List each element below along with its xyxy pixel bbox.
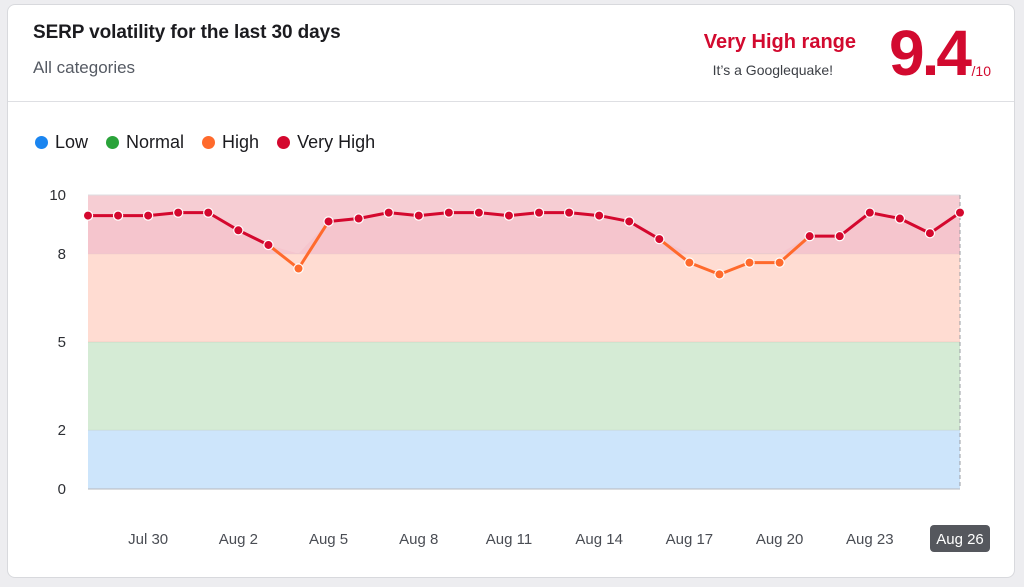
data-point	[233, 225, 244, 236]
data-point	[774, 257, 785, 268]
data-point	[203, 207, 214, 218]
legend-item-low[interactable]: Low	[35, 132, 88, 153]
score-max: /10	[971, 63, 991, 79]
x-tick-highlight-badge	[930, 525, 990, 552]
serp-volatility-card: SERP volatility for the last 30 days All…	[7, 4, 1015, 578]
card-title: SERP volatility for the last 30 days	[33, 22, 341, 43]
data-point	[82, 210, 94, 221]
legend-dot-icon	[35, 135, 48, 149]
series-line-segment	[838, 211, 872, 238]
band-normal	[88, 342, 960, 431]
y-tick-label: 2	[58, 422, 66, 439]
y-tick-label: 5	[58, 334, 66, 351]
data-point	[834, 230, 845, 242]
data-point	[413, 210, 424, 221]
y-tick-label: 0	[58, 481, 66, 498]
legend-item-very-high[interactable]: Very High	[277, 132, 375, 153]
legend-dot-icon	[106, 135, 120, 149]
legend-label: High	[222, 131, 260, 152]
data-point	[954, 207, 966, 218]
data-point	[443, 207, 455, 218]
series-line-segment	[296, 219, 331, 270]
data-point	[563, 207, 575, 218]
volatility-score: 9.4	[889, 17, 972, 89]
card-header: SERP volatility for the last 30 days All…	[8, 5, 1014, 102]
y-tick-label: 8	[58, 246, 66, 263]
x-tick-label: Aug 23	[846, 531, 894, 548]
data-point	[503, 210, 515, 221]
legend-item-normal[interactable]: Normal	[106, 132, 184, 153]
series-line-segment	[778, 234, 812, 265]
data-point	[744, 257, 755, 268]
legend-item-high[interactable]: High	[202, 132, 259, 153]
data-point	[624, 216, 635, 227]
x-tick-label: Aug 11	[486, 531, 532, 548]
legend-label: Low	[55, 131, 89, 152]
data-point	[894, 213, 906, 224]
data-point	[654, 233, 665, 245]
legend-dot-icon	[277, 135, 291, 149]
data-point	[864, 207, 875, 218]
x-tick-label: Jul 30	[128, 531, 168, 548]
data-point	[533, 207, 545, 218]
data-point	[593, 210, 605, 221]
x-tick-label: Aug 2	[219, 531, 258, 548]
data-point	[293, 263, 304, 274]
series-line-segment	[717, 261, 752, 276]
x-tick-label: Aug 14	[575, 531, 623, 548]
data-point	[112, 210, 124, 221]
data-point	[714, 269, 725, 280]
category-subtitle: All categories	[33, 58, 136, 77]
series-line-segment	[657, 237, 691, 265]
data-point	[353, 213, 364, 224]
x-tick-label: Aug 17	[666, 531, 714, 548]
series-line-segment	[898, 217, 932, 235]
series-line-segment	[627, 219, 661, 241]
legend-dot-icon	[202, 135, 216, 149]
data-point	[684, 257, 695, 268]
series-line-segment	[266, 243, 300, 270]
series-line-segment	[928, 211, 962, 235]
data-point	[263, 239, 274, 251]
chart-legend: Low Normal High Very High	[35, 131, 375, 153]
data-point	[804, 230, 815, 242]
range-note: It’s a Googlequake!	[712, 62, 833, 78]
data-point	[924, 228, 936, 239]
very-high-area	[88, 212, 960, 254]
y-tick-label: 10	[49, 187, 66, 204]
data-point	[323, 216, 334, 227]
legend-label: Normal	[126, 131, 185, 152]
data-point	[473, 207, 485, 218]
data-point	[142, 210, 154, 221]
legend-label: Very High	[297, 131, 376, 152]
data-point	[173, 207, 184, 218]
data-point	[383, 207, 394, 218]
series-line-segment	[687, 261, 721, 276]
volatility-line-chart: 0 2 5 8 10 Jul 30 Aug 2 Aug 5 Aug 8 Aug 11 Aug 14 A…	[49, 187, 990, 552]
band-high	[88, 253, 960, 342]
band-low	[88, 430, 960, 489]
series-line-segment	[236, 228, 270, 247]
x-tick-label: Aug 26	[936, 531, 984, 548]
x-tick-label: Aug 20	[756, 531, 804, 548]
x-tick-label: Aug 5	[309, 531, 348, 548]
range-label: Very High range	[703, 31, 856, 53]
x-tick-label: Aug 8	[399, 531, 438, 548]
series-line-segment	[206, 211, 240, 232]
